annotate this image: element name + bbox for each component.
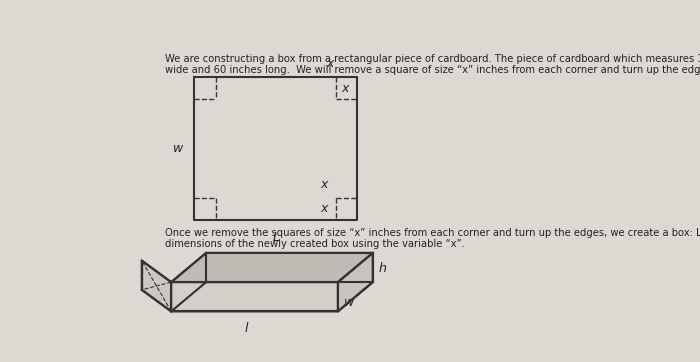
Polygon shape <box>172 282 338 311</box>
Text: x: x <box>327 56 334 70</box>
Polygon shape <box>206 253 372 282</box>
Text: w: w <box>344 296 354 310</box>
Text: w: w <box>174 142 183 155</box>
Polygon shape <box>172 253 372 282</box>
Text: wide and 60 inches long.  We will remove a square of size “x” inches from each c: wide and 60 inches long. We will remove … <box>165 65 700 75</box>
Polygon shape <box>172 282 372 311</box>
Text: x: x <box>342 81 349 94</box>
Text: Once we remove the squares of size “x” inches from each corner and turn up the e: Once we remove the squares of size “x” i… <box>165 228 700 238</box>
Polygon shape <box>141 261 172 311</box>
Text: x: x <box>321 202 328 215</box>
Text: We are constructing a box from a rectangular piece of cardboard. The piece of ca: We are constructing a box from a rectang… <box>165 54 700 64</box>
Text: h: h <box>379 262 387 275</box>
Text: l: l <box>245 322 248 335</box>
Text: dimensions of the newly created box using the variable “x”.: dimensions of the newly created box usin… <box>165 239 465 249</box>
Text: x: x <box>321 177 328 190</box>
Polygon shape <box>338 253 372 311</box>
Text: L: L <box>272 231 279 244</box>
